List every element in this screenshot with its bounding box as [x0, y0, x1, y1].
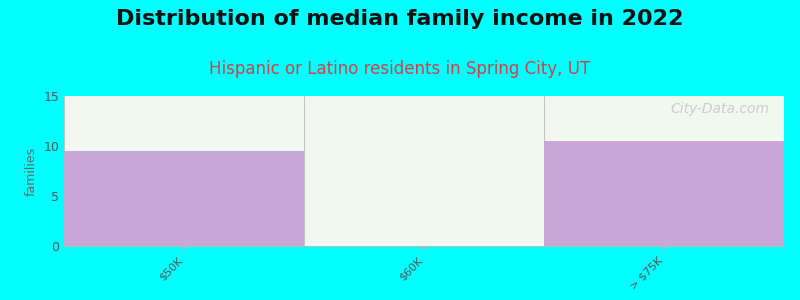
- Y-axis label: families: families: [25, 146, 38, 196]
- Text: Distribution of median family income in 2022: Distribution of median family income in …: [116, 9, 684, 29]
- Bar: [544, 141, 784, 246]
- Text: City-Data.com: City-Data.com: [670, 102, 770, 116]
- Bar: [64, 151, 304, 246]
- Text: Hispanic or Latino residents in Spring City, UT: Hispanic or Latino residents in Spring C…: [210, 60, 590, 78]
